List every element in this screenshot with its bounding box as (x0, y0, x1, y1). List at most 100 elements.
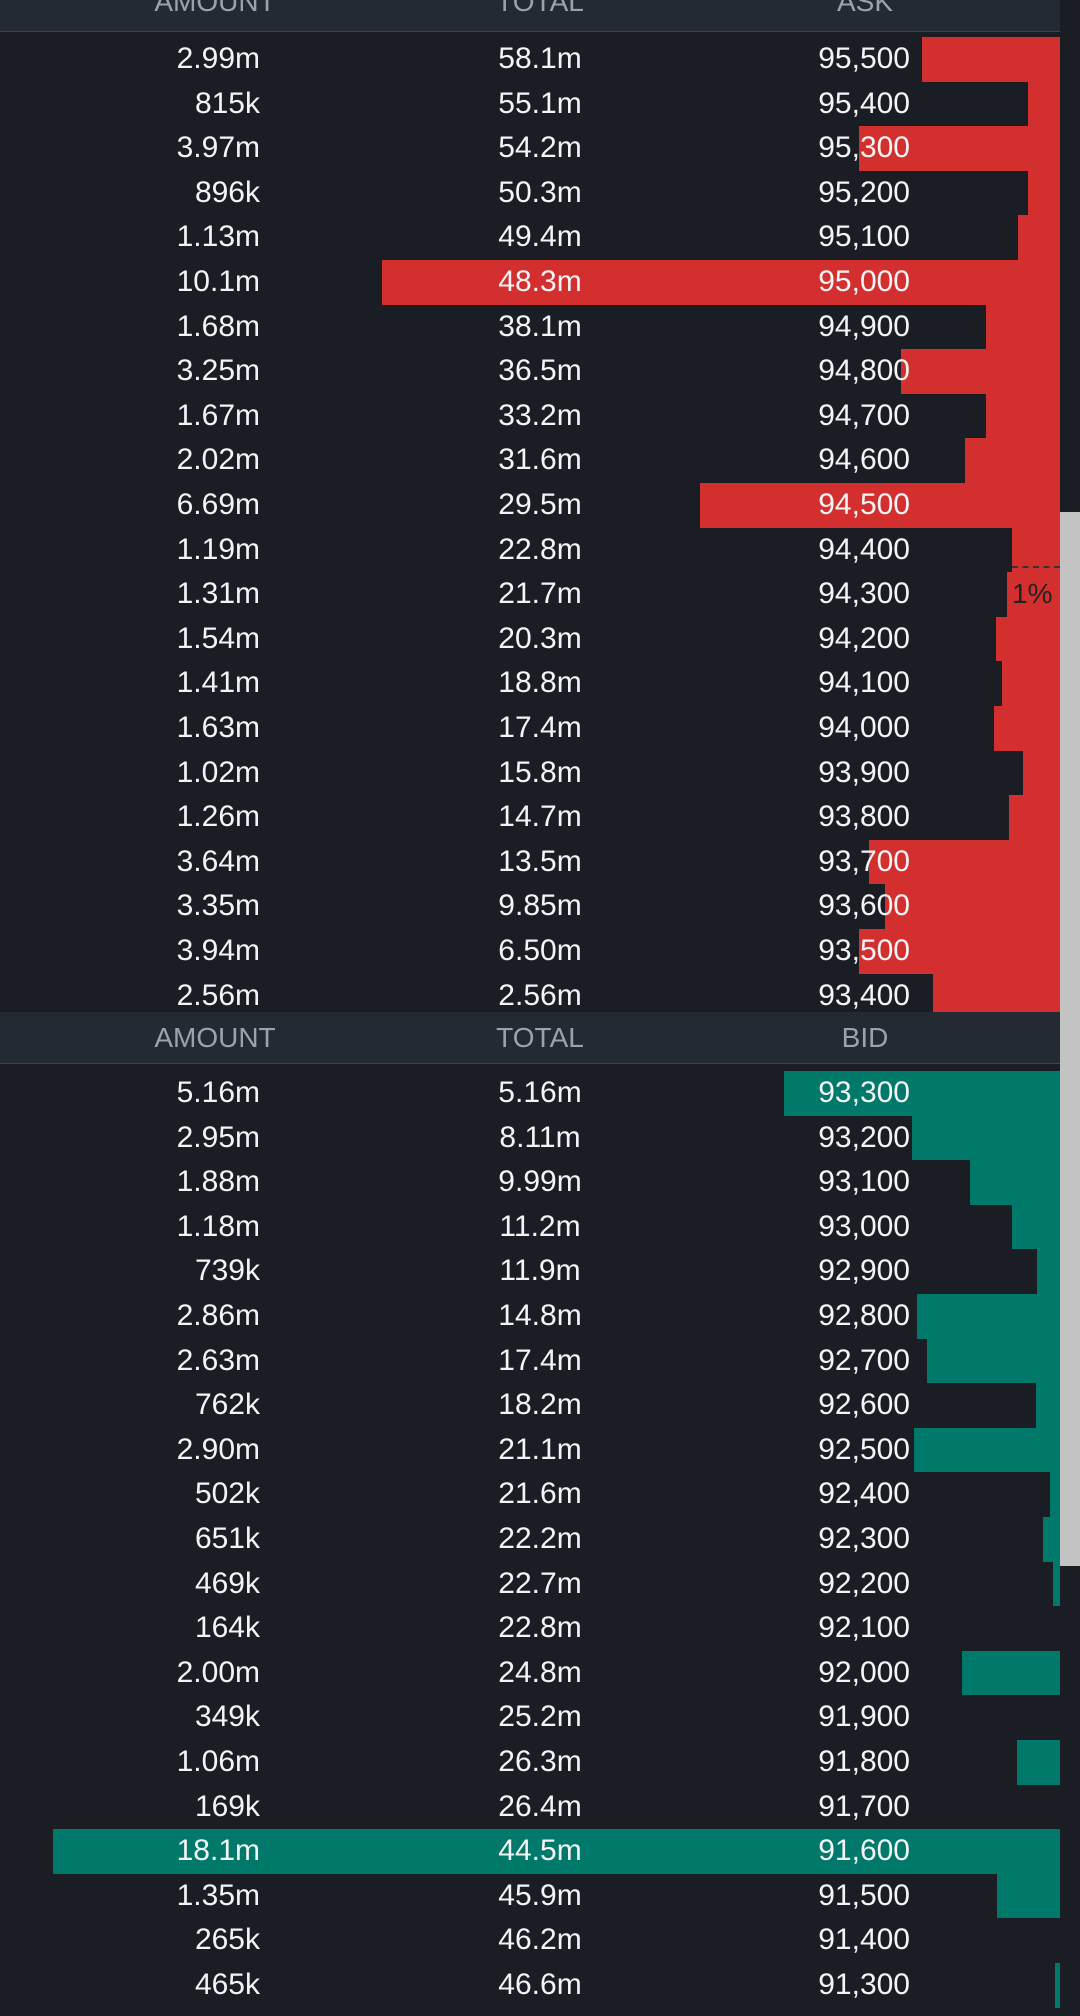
bid-row[interactable]: 651k 22.2m 92,300 (0, 1517, 1060, 1562)
ask-depth-bar (994, 706, 1060, 751)
bid-row[interactable]: 469k 22.7m 92,200 (0, 1561, 1060, 1607)
ask-row[interactable]: 3.97m 54.2m 95,300 (0, 126, 1060, 171)
bid-price: 91,900 (818, 1700, 910, 1734)
ask-row[interactable]: 1.41m 18.8m 94,100 (0, 661, 1060, 706)
ask-depth-bar (1002, 661, 1060, 706)
bid-depth-bar (914, 1427, 1060, 1473)
ask-row[interactable]: 3.94m 6.50m 93,500 (0, 929, 1060, 974)
ask-row[interactable]: 1.26m 14.7m 93,800 (0, 795, 1060, 840)
bid-row[interactable]: 2.95m 8.11m 93,200 (0, 1115, 1060, 1161)
bid-row[interactable]: 349k 25.2m 91,900 (0, 1695, 1060, 1740)
ask-price: 93,900 (818, 755, 910, 789)
ask-amount: 1.02m (176, 755, 260, 789)
bid-amount: 1.06m (176, 1745, 260, 1778)
ask-row[interactable]: 2.56m 2.56m 93,400 (0, 973, 1060, 1019)
ask-price: 95,300 (818, 131, 910, 165)
ask-row[interactable]: 1.31m 21.7m 94,300 (0, 572, 1060, 617)
bid-row[interactable]: 169k 26.4m 91,700 (0, 1785, 1060, 1830)
ask-price: 94,400 (818, 532, 910, 566)
bid-row[interactable]: 1.06m 26.3m 91,800 (0, 1740, 1060, 1785)
bid-depth-bar (1012, 1204, 1060, 1250)
ask-row[interactable]: 3.35m 9.85m 93,600 (0, 884, 1060, 929)
bid-total: 44.5m (498, 1834, 582, 1868)
ask-depth-bar (1012, 527, 1060, 573)
bid-row[interactable]: 465k 46.6m 91,300 (0, 1963, 1060, 2008)
bid-total: 26.4m (498, 1789, 582, 1823)
ask-depth-bar (1018, 215, 1060, 260)
ask-price: 94,000 (818, 711, 910, 744)
ask-total: 54.2m (498, 131, 582, 165)
ask-row[interactable]: 1.02m 15.8m 93,900 (0, 750, 1060, 796)
ask-total: 33.2m (498, 398, 582, 432)
ask-amount: 1.19m (176, 532, 260, 566)
bid-price: 93,100 (818, 1165, 910, 1199)
ask-price: 94,200 (818, 621, 910, 655)
ask-price: 95,000 (818, 265, 910, 298)
ask-depth-bar (859, 126, 1060, 171)
ask-row[interactable]: 3.25m 36.5m 94,800 (0, 349, 1060, 394)
ask-row[interactable]: 896k 50.3m 95,200 (0, 170, 1060, 216)
ask-total: 49.4m (498, 220, 582, 254)
bid-total: 22.2m (498, 1522, 582, 1555)
ask-amount: 2.56m (176, 978, 260, 1012)
bid-price: 91,500 (818, 1878, 910, 1912)
ask-amount: 3.97m (176, 131, 260, 165)
bid-depth-bar (53, 1829, 1060, 1874)
ask-row[interactable]: 815k 55.1m 95,400 (0, 81, 1060, 127)
ask-total: 31.6m (498, 443, 582, 477)
ask-price: 95,200 (818, 175, 910, 209)
ask-row[interactable]: 6.69m 29.5m 94,500 (0, 483, 1060, 528)
bid-total: 45.9m (498, 1878, 582, 1912)
bid-depth-bar (784, 1071, 1060, 1116)
bid-amount: 2.95m (176, 1120, 260, 1154)
ask-row[interactable]: 2.99m 58.1m 95,500 (0, 37, 1060, 82)
ask-row[interactable]: 1.54m 20.3m 94,200 (0, 616, 1060, 662)
ask-depth-bar (1028, 81, 1060, 127)
bid-row[interactable]: 265k 46.2m 91,400 (0, 1918, 1060, 1963)
ask-header-amount: AMOUNT (154, 0, 276, 17)
bid-total: 14.8m (498, 1299, 582, 1332)
ask-header-total: TOTAL (496, 0, 584, 17)
ask-row[interactable]: 3.64m 13.5m 93,700 (0, 839, 1060, 885)
bid-price: 92,400 (818, 1477, 910, 1511)
ask-price: 94,700 (818, 398, 910, 432)
bid-row[interactable]: 1.18m 11.2m 93,000 (0, 1204, 1060, 1250)
ask-depth-bar (1028, 170, 1060, 216)
bid-row[interactable]: 2.90m 21.1m 92,500 (0, 1427, 1060, 1473)
ask-depth-bar (859, 929, 1060, 974)
ask-header-price: ASK (836, 0, 894, 17)
ask-row[interactable]: 1.19m 22.8m 94,400 (0, 527, 1060, 573)
ask-price: 93,600 (818, 889, 910, 923)
bid-row[interactable]: 164k 22.8m 92,100 (0, 1606, 1060, 1651)
bid-row[interactable]: 762k 18.2m 92,600 (0, 1383, 1060, 1428)
ask-amount: 1.63m (176, 711, 260, 744)
ask-price: 94,500 (818, 488, 910, 521)
ask-row[interactable]: 1.67m 33.2m 94,700 (0, 393, 1060, 439)
bid-row[interactable]: 18.1m 44.5m 91,600 (0, 1829, 1060, 1874)
ask-depth-bar (996, 616, 1060, 662)
bid-total: 21.1m (498, 1432, 582, 1466)
bid-row[interactable]: 2.63m 17.4m 92,700 (0, 1338, 1060, 1384)
ask-amount: 1.67m (176, 398, 260, 432)
bid-row[interactable]: 1.35m 45.9m 91,500 (0, 1873, 1060, 1919)
bid-row[interactable]: 1.88m 9.99m 93,100 (0, 1160, 1060, 1205)
scrollbar-thumb[interactable] (1060, 512, 1080, 1566)
ask-column-header: AMOUNT TOTAL ASK (0, 0, 1060, 32)
bid-row[interactable]: 739k 11.9m 92,900 (0, 1249, 1060, 1294)
ask-row[interactable]: 1.63m 17.4m 94,000 (0, 706, 1060, 751)
bid-row[interactable]: 502k 21.6m 92,400 (0, 1472, 1060, 1517)
bid-amount: 349k (194, 1700, 260, 1734)
bid-row[interactable]: 2.86m 14.8m 92,800 (0, 1294, 1060, 1339)
ask-amount: 1.31m (176, 577, 260, 611)
ask-row[interactable]: 2.02m 31.6m 94,600 (0, 438, 1060, 483)
bid-total: 21.6m (498, 1477, 582, 1511)
ask-row[interactable]: 1.13m 49.4m 95,100 (0, 215, 1060, 260)
ask-row[interactable]: 10.1m 48.3m 95,000 (0, 260, 1060, 305)
ask-row[interactable]: 1.68m 38.1m 94,900 (0, 304, 1060, 350)
bid-amount: 1.18m (176, 1209, 260, 1243)
bid-row[interactable]: 5.16m 5.16m 93,300 (0, 1071, 1060, 1116)
bid-row[interactable]: 2.00m 24.8m 92,000 (0, 1650, 1060, 1696)
bid-price: 92,500 (818, 1432, 910, 1466)
bid-depth-bar (917, 1294, 1060, 1339)
ask-total: 21.7m (498, 577, 582, 611)
